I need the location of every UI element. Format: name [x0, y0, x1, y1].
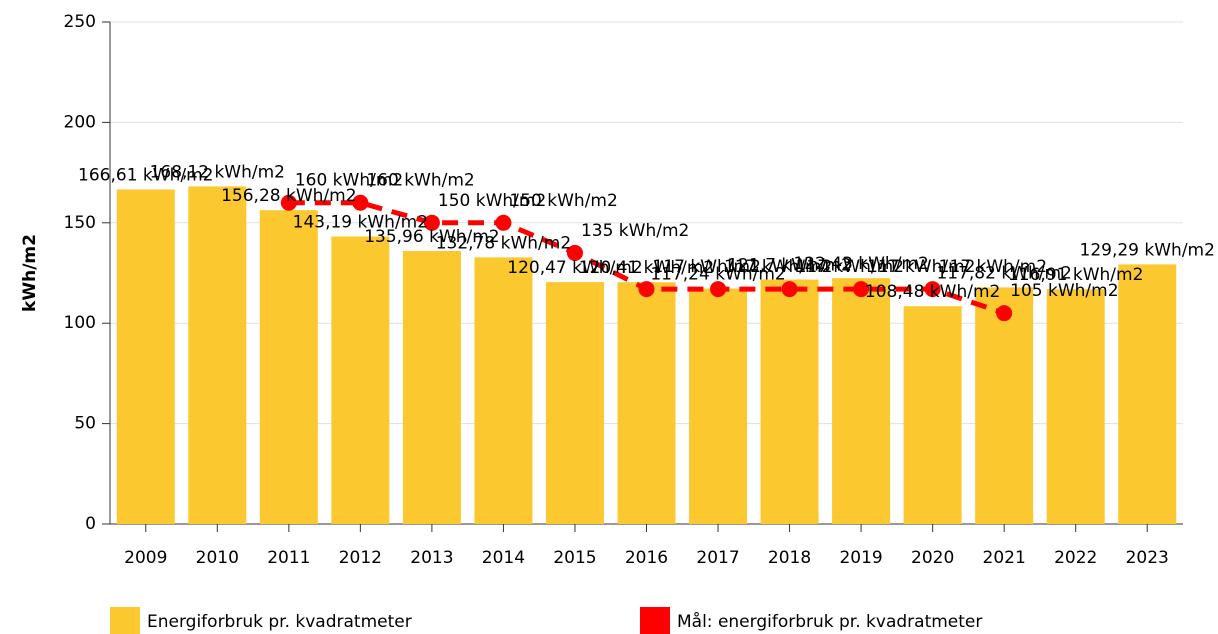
bar — [116, 189, 175, 524]
target-point — [566, 244, 583, 261]
x-tick-label: 2014 — [482, 548, 525, 568]
target-point — [710, 281, 727, 298]
data-label: 132,78 kWh/m2 — [436, 233, 571, 253]
target-point — [996, 305, 1013, 322]
data-label: 120,47 kWh/m2 — [507, 258, 642, 278]
data-label: 117 kWh/m2 — [724, 257, 832, 277]
bar — [975, 287, 1034, 524]
data-label: 116,91 kWh/m2 — [1008, 265, 1143, 285]
bar — [617, 282, 676, 524]
data-label: 160 kWh/m2 — [295, 171, 403, 191]
x-tick-label: 2017 — [696, 548, 739, 568]
data-label: 156,28 kWh/m2 — [221, 186, 356, 206]
data-label: 166,61 kWh/m2 — [78, 165, 213, 185]
x-tick-label: 2011 — [267, 548, 310, 568]
y-tick-label: 0 — [85, 514, 96, 534]
bar — [689, 288, 748, 524]
y-tick-label: 100 — [64, 313, 96, 333]
data-label: 117 kWh/m2 — [867, 257, 975, 277]
bar — [474, 257, 533, 524]
data-label: 150 kWh/m2 — [438, 191, 546, 211]
target-point — [924, 281, 941, 298]
x-tick-label: 2013 — [410, 548, 453, 568]
target-point — [352, 194, 369, 211]
bar — [331, 236, 390, 524]
legend-swatch — [110, 607, 140, 634]
target-point — [495, 214, 512, 231]
data-label: 117,24 kWh/m2 — [650, 265, 785, 285]
legend-label: Energiforbruk pr. kvadratmeter — [147, 612, 412, 632]
target-point — [853, 281, 870, 298]
bar — [760, 279, 819, 524]
y-axis-label: kWh/m2 — [20, 234, 40, 312]
target-point — [280, 194, 297, 211]
legend-label: Mål: energiforbruk pr. kvadratmeter — [677, 611, 982, 632]
data-label: 135 kWh/m2 — [581, 221, 689, 241]
data-label: 120,41 kWh/m2 — [579, 258, 714, 278]
x-tick-label: 2015 — [553, 548, 596, 568]
y-tick-label: 50 — [74, 414, 96, 434]
data-label: 122,43 kWh/m2 — [793, 254, 928, 274]
bar — [545, 282, 604, 524]
target-point — [781, 281, 798, 298]
bar — [1046, 289, 1105, 524]
y-tick-label: 200 — [64, 112, 96, 132]
data-label: 117,82 kWh/m2 — [936, 263, 1071, 283]
x-tick-label: 2021 — [983, 548, 1026, 568]
y-tick-label: 250 — [64, 12, 96, 32]
bar — [1118, 264, 1177, 524]
data-label: 121,7 kWh/m2 — [727, 256, 852, 276]
data-label: 117 kWh/m2 — [796, 257, 904, 277]
data-label: 143,19 kWh/m2 — [293, 212, 428, 232]
x-tick-label: 2022 — [1054, 548, 1097, 568]
data-label: 108,48 kWh/m2 — [865, 282, 1000, 302]
x-tick-label: 2009 — [124, 548, 167, 568]
x-tick-label: 2016 — [625, 548, 668, 568]
data-label: 117 kWh/m2 — [653, 257, 761, 277]
bar — [903, 306, 962, 524]
x-tick-label: 2020 — [911, 548, 954, 568]
data-label: 117 kWh/m2 — [939, 257, 1047, 277]
x-tick-label: 2019 — [839, 548, 882, 568]
data-label: 129,29 kWh/m2 — [1080, 240, 1215, 260]
bar — [259, 210, 318, 524]
legend-swatch — [640, 607, 670, 634]
target-point — [423, 214, 440, 231]
data-label: 135,96 kWh/m2 — [364, 227, 499, 247]
data-label: 150 kWh/m2 — [509, 191, 617, 211]
data-label: 105 kWh/m2 — [1010, 281, 1118, 301]
bar — [402, 250, 461, 525]
x-tick-label: 2010 — [196, 548, 239, 568]
y-tick-label: 150 — [64, 213, 96, 233]
data-label: 160 kWh/m2 — [366, 171, 474, 191]
bar — [832, 278, 891, 524]
x-tick-label: 2023 — [1126, 548, 1169, 568]
x-tick-label: 2012 — [339, 548, 382, 568]
data-label: 168,12 kWh/m2 — [150, 162, 285, 182]
target-point — [638, 281, 655, 298]
x-tick-label: 2018 — [768, 548, 811, 568]
bar — [188, 186, 247, 524]
